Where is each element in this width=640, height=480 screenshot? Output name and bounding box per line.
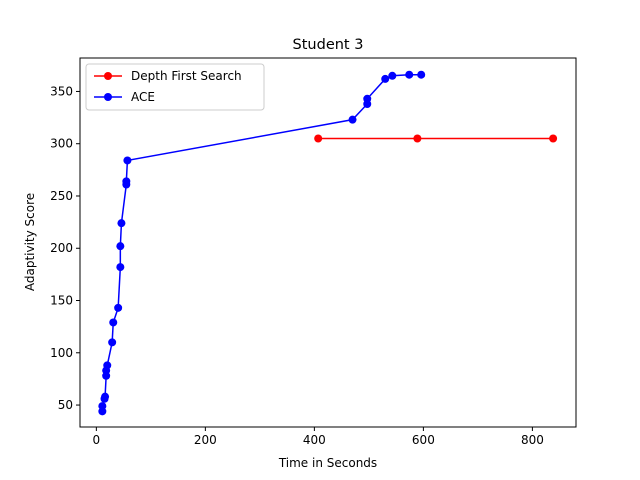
marker — [108, 338, 117, 347]
marker — [417, 70, 426, 79]
y-tick-label: 100 — [50, 346, 73, 360]
legend-box — [85, 63, 265, 111]
marker — [388, 71, 397, 80]
x-tick-label: 0 — [93, 433, 101, 447]
legend-marker — [104, 72, 112, 80]
y-tick-label: 250 — [50, 189, 73, 203]
y-tick-label: 50 — [58, 398, 73, 412]
marker — [116, 242, 125, 251]
y-tick-label: 200 — [50, 241, 73, 255]
y-tick-label: 150 — [50, 294, 73, 308]
x-tick-label: 800 — [521, 433, 544, 447]
x-tick-label: 600 — [412, 433, 435, 447]
marker — [363, 94, 372, 103]
marker — [116, 263, 125, 272]
marker — [348, 115, 357, 124]
marker — [314, 134, 323, 143]
marker — [101, 392, 110, 401]
y-axis-label: Adaptivity Score — [23, 193, 37, 291]
x-axis-label: Time in Seconds — [278, 456, 377, 470]
y-tick-label: 300 — [50, 137, 73, 151]
marker — [103, 361, 112, 370]
marker — [114, 303, 123, 312]
y-tick-label: 350 — [50, 84, 73, 98]
marker — [413, 134, 422, 143]
marker — [109, 318, 118, 327]
plot-frame — [79, 57, 577, 428]
legend-label: ACE — [131, 90, 155, 104]
x-tick-label: 400 — [303, 433, 326, 447]
x-tick-label: 200 — [194, 433, 217, 447]
chart-title: Student 3 — [293, 37, 364, 53]
marker — [405, 70, 414, 79]
marker — [549, 134, 558, 143]
marker — [381, 74, 390, 83]
marker — [123, 156, 132, 165]
marker — [98, 402, 107, 411]
line — [101, 73, 422, 412]
legend-marker — [104, 93, 112, 101]
marker — [122, 177, 131, 186]
legend-label: Depth First Search — [131, 69, 242, 83]
marker — [117, 219, 126, 228]
